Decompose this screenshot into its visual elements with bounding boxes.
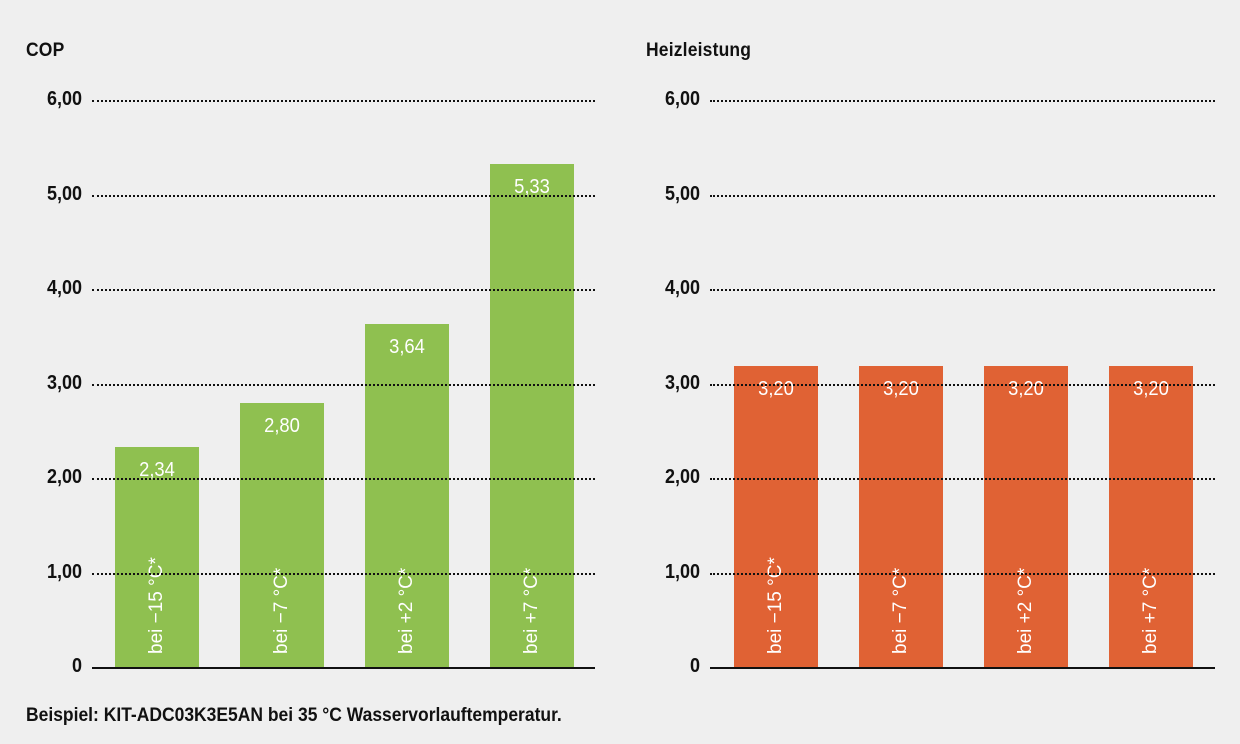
bar: 2,34 bei −15 °C* — [115, 446, 199, 668]
heizleistung-chart: Heizleistung 0 1,00 2,00 3,00 4,00 5,00 6,00 3,2… — [646, 40, 1215, 677]
bar-value-label: 3,20 — [883, 377, 919, 400]
chart-title: Heizleistung — [646, 40, 752, 61]
bar: 3,20 bei +7 °C* — [1109, 365, 1193, 668]
y-tick-label: 5,00 — [46, 182, 82, 205]
category-label: bei +2 °C* — [1015, 567, 1036, 654]
category-label: bei −7 °C* — [271, 567, 292, 654]
y-tick-label: 0 — [71, 655, 82, 677]
y-tick-label: 2,00 — [46, 466, 82, 488]
category-label: bei +7 °C* — [521, 567, 542, 654]
y-tick-label: 6,00 — [46, 88, 82, 110]
chart-title: COP — [26, 40, 65, 61]
y-tick-label: 1,00 — [664, 560, 700, 583]
y-tick-label: 4,00 — [46, 277, 82, 299]
gridline — [92, 289, 595, 291]
gridline — [92, 478, 595, 480]
bar-value-label: 2,80 — [264, 415, 300, 438]
y-tick-label: 6,00 — [664, 88, 700, 110]
y-tick-label: 5,00 — [664, 182, 700, 205]
gridline — [710, 194, 1215, 197]
x-axis-line — [92, 667, 595, 669]
bar-value-label: 3,64 — [389, 336, 425, 359]
y-tick-label: 1,00 — [46, 560, 82, 583]
footnote: Beispiel: KIT-ADC03K3E5AN bei 35 °C Wass… — [26, 705, 562, 726]
y-tick-label: 0 — [689, 655, 700, 677]
gridline — [710, 478, 1215, 480]
bar: 3,20 bei −7 °C* — [859, 365, 943, 668]
bar: 3,20 bei +2 °C* — [984, 365, 1068, 668]
bar: 3,20 bei −15 °C* — [734, 365, 818, 668]
bar: 2,80 bei −7 °C* — [240, 403, 324, 668]
category-label: bei −7 °C* — [890, 567, 911, 654]
y-tick-label: 3,00 — [664, 371, 700, 394]
bar-value-label: 3,20 — [758, 377, 794, 400]
y-tick-label: 2,00 — [664, 466, 700, 488]
gridline — [92, 383, 595, 386]
bar-value-label: 5,33 — [514, 176, 550, 199]
cop-chart: COP 0 1,00 2,00 3,00 4,00 5,00 6,00 2,34 bei −15 … — [26, 40, 595, 677]
y-tick-label: 3,00 — [46, 371, 82, 394]
x-axis-line — [710, 667, 1215, 669]
gridline — [710, 289, 1215, 291]
category-label: bei +7 °C* — [1140, 567, 1161, 654]
bar-value-label: 2,34 — [139, 458, 175, 481]
category-label: bei +2 °C* — [396, 567, 417, 654]
bar-value-label: 3,20 — [1008, 377, 1044, 400]
gridline — [92, 194, 595, 197]
gridline — [92, 572, 595, 575]
gridline — [710, 572, 1215, 575]
bar: 3,64 bei +2 °C* — [365, 324, 449, 668]
bar-value-label: 3,20 — [1133, 377, 1169, 400]
bar: 5,33 bei +7 °C* — [490, 164, 574, 668]
y-tick-label: 4,00 — [664, 277, 700, 299]
gridline — [710, 100, 1215, 102]
gridline — [710, 383, 1215, 386]
gridline — [92, 100, 595, 102]
